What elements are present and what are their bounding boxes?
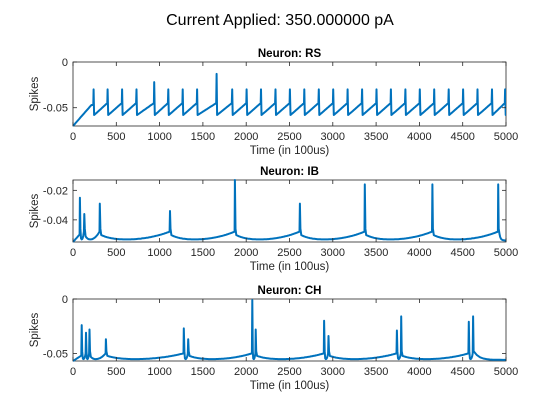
x-tick-label: 4500	[450, 131, 474, 143]
x-tick-label: 2000	[234, 131, 258, 143]
x-axis-label: Time (in 100us)	[250, 145, 330, 157]
y-tick-label: 0	[62, 57, 68, 69]
x-tick-label: 2000	[234, 247, 258, 259]
x-tick-label: 2500	[277, 366, 301, 378]
x-tick-label: 3500	[364, 131, 388, 143]
axes-box	[73, 299, 506, 361]
y-tick-label: 0	[62, 294, 68, 306]
x-tick-label: 3000	[321, 247, 345, 259]
panel-3: 0 500 1000 1500 2000 2500 3000 3500 4000 4500 5000…	[29, 285, 518, 392]
x-tick-label: 500	[107, 131, 125, 143]
x-tick-label: 0	[70, 131, 76, 143]
x-tick-label: 500	[107, 247, 125, 259]
y-axis-label: Spikes	[29, 76, 41, 111]
x-tick-label: 1000	[147, 131, 171, 143]
panel-2: 0 500 1000 1500 2000 2500 3000 3500 4000 4500 5000…	[29, 166, 518, 273]
x-tick-label: 2500	[277, 247, 301, 259]
panel-1: 0 500 1000 1500 2000 2500 3000 3500 4000 4500 5000…	[29, 48, 518, 157]
x-tick-label: 0	[70, 247, 76, 259]
x-tick-label: 4500	[450, 366, 474, 378]
y-axis-label: Spikes	[29, 312, 41, 347]
x-tick-label: 5000	[494, 247, 518, 259]
y-tick-label: -0.05	[43, 103, 68, 115]
axes-box	[73, 180, 506, 242]
panel-title: Neuron: RS	[258, 48, 322, 60]
x-axis-label: Time (in 100us)	[250, 261, 330, 273]
x-tick-label: 0	[70, 366, 76, 378]
y-axis-label: Spikes	[29, 193, 41, 228]
y-tick-label: -0.05	[43, 348, 68, 360]
x-tick-label: 3500	[364, 366, 388, 378]
panel-title: Neuron: IB	[260, 166, 319, 178]
x-tick-label: 3500	[364, 247, 388, 259]
x-tick-label: 500	[107, 366, 125, 378]
x-tick-label: 4500	[450, 247, 474, 259]
x-tick-label: 1500	[191, 131, 215, 143]
x-tick-label: 3000	[321, 366, 345, 378]
panel-title: Neuron: CH	[258, 285, 322, 297]
x-axis-label: Time (in 100us)	[250, 380, 330, 392]
x-tick-label: 3000	[321, 131, 345, 143]
x-tick-label: 1500	[191, 366, 215, 378]
x-tick-label: 4000	[407, 366, 431, 378]
x-tick-label: 1000	[147, 247, 171, 259]
x-tick-label: 5000	[494, 131, 518, 143]
x-tick-label: 4000	[407, 247, 431, 259]
x-tick-label: 5000	[494, 366, 518, 378]
x-tick-label: 1500	[191, 247, 215, 259]
x-tick-label: 4000	[407, 131, 431, 143]
figure-title: Current Applied: 350.000000 pA	[166, 12, 394, 29]
y-tick-label: -0.02	[43, 185, 68, 197]
x-tick-label: 2000	[234, 366, 258, 378]
y-tick-label: -0.04	[43, 215, 68, 227]
x-tick-label: 1000	[147, 366, 171, 378]
panels: 0 500 1000 1500 2000 2500 3000 3500 4000 4500 5000…	[29, 48, 518, 392]
x-tick-label: 2500	[277, 131, 301, 143]
